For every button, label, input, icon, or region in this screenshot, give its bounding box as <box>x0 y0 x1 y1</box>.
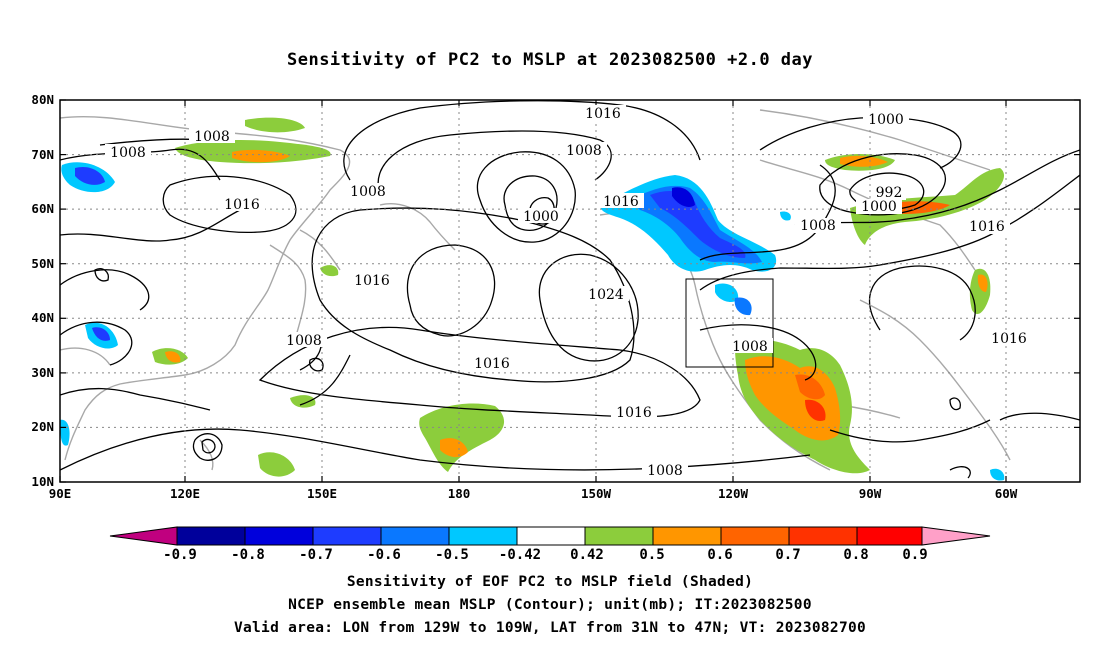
mslp-contours <box>60 100 1080 479</box>
colorbar-tick: 0.5 <box>639 547 664 563</box>
contour-label: 1000 <box>861 199 897 215</box>
colorbar-tick: -0.9 <box>163 547 197 563</box>
caption-valid-area: Valid area: LON from 129W to 109W, LAT f… <box>233 620 867 636</box>
colorbar-swatch <box>244 526 314 546</box>
contour-label: 1016 <box>354 273 390 289</box>
colorbar-tick: -0.42 <box>499 547 541 563</box>
contour-label: 1024 <box>588 287 624 303</box>
contour-label: 1008 <box>110 145 146 161</box>
contour-label: 1008 <box>286 333 322 349</box>
lat-label: 60N <box>31 201 54 216</box>
lon-label: 150E <box>307 486 337 501</box>
lon-label: 60W <box>995 486 1018 501</box>
contour-label: 1016 <box>603 194 639 210</box>
contour-label: 1008 <box>566 143 602 159</box>
contour-label: 992 <box>876 185 903 201</box>
colorbar-swatch <box>652 526 722 546</box>
colorbar-swatch <box>584 526 654 546</box>
colorbar-swatch <box>720 526 790 546</box>
lat-label: 20N <box>31 419 54 434</box>
colorbar-tick: -0.6 <box>367 547 401 563</box>
lat-label: 50N <box>31 256 54 271</box>
lon-label: 90E <box>49 486 72 501</box>
sensitivity-shading <box>60 117 1005 481</box>
lat-label: 40N <box>31 310 54 325</box>
contour-label: 1016 <box>969 219 1005 235</box>
contour-label: 1016 <box>585 106 621 122</box>
colorbar-swatch <box>788 526 858 546</box>
colorbar-swatch <box>516 526 586 546</box>
lon-label: 120E <box>170 486 200 501</box>
contour-label: 1016 <box>616 405 652 421</box>
lon-label: 180 <box>448 486 471 501</box>
lat-label: 70N <box>31 147 54 162</box>
contour-label: 1008 <box>350 184 386 200</box>
colorbar <box>109 526 991 546</box>
colorbar-swatch <box>448 526 518 546</box>
colorbar-tick: 0.6 <box>707 547 732 563</box>
colorbar-tick: -0.5 <box>435 547 469 563</box>
contour-label: 1016 <box>224 197 260 213</box>
map-frame <box>59 99 1081 483</box>
colorbar-tick: 0.8 <box>843 547 868 563</box>
contour-label: 1008 <box>194 129 230 145</box>
lat-label: 80N <box>31 92 54 107</box>
valid-area-box <box>685 278 774 368</box>
caption-shaded-field: Sensitivity of EOF PC2 to MSLP field (Sh… <box>346 574 754 590</box>
contour-label: 1008 <box>732 339 768 355</box>
lat-label: 10N <box>31 474 54 489</box>
colorbar-max-arrow <box>921 526 991 546</box>
colorbar-tick: -0.8 <box>231 547 265 563</box>
lon-label: 120W <box>718 486 749 501</box>
contour-labels: 1008 1008 1016 1008 1016 1008 1016 1000 … <box>105 105 1032 479</box>
contour-label: 1016 <box>991 331 1027 347</box>
colorbar-tick-labels: -0.9 -0.8 -0.7 -0.6 -0.5 -0.42 0.42 0.5 … <box>163 547 928 563</box>
colorbar-tick: -0.7 <box>299 547 333 563</box>
lat-label: 30N <box>31 365 54 380</box>
colorbar-tick: 0.7 <box>775 547 800 563</box>
contour-label: 1000 <box>523 209 559 225</box>
colorbar-min-arrow <box>109 526 178 546</box>
colorbar-tick: 0.42 <box>570 547 604 563</box>
map-title: Sensitivity of PC2 to MSLP at 2023082500… <box>286 50 813 70</box>
colorbar-tick: 0.9 <box>902 547 927 563</box>
colorbar-swatch <box>176 526 246 546</box>
contour-label: 1008 <box>800 218 836 234</box>
lon-label: 90W <box>859 486 882 501</box>
lon-axis-labels: 90E 120E 150E 180 150W 120W 90W 60W <box>49 486 1018 501</box>
colorbar-swatch <box>856 526 923 546</box>
colorbar-swatch <box>380 526 450 546</box>
contour-label: 1016 <box>474 356 510 372</box>
contour-label: 1008 <box>647 463 683 479</box>
contour-label: 1000 <box>868 112 904 128</box>
colorbar-swatch <box>312 526 382 546</box>
lon-label: 150W <box>581 486 612 501</box>
lat-axis-labels: 80N 70N 60N 50N 40N 30N 20N 10N <box>31 92 54 489</box>
caption-contour-field: NCEP ensemble mean MSLP (Contour); unit(… <box>288 597 812 613</box>
